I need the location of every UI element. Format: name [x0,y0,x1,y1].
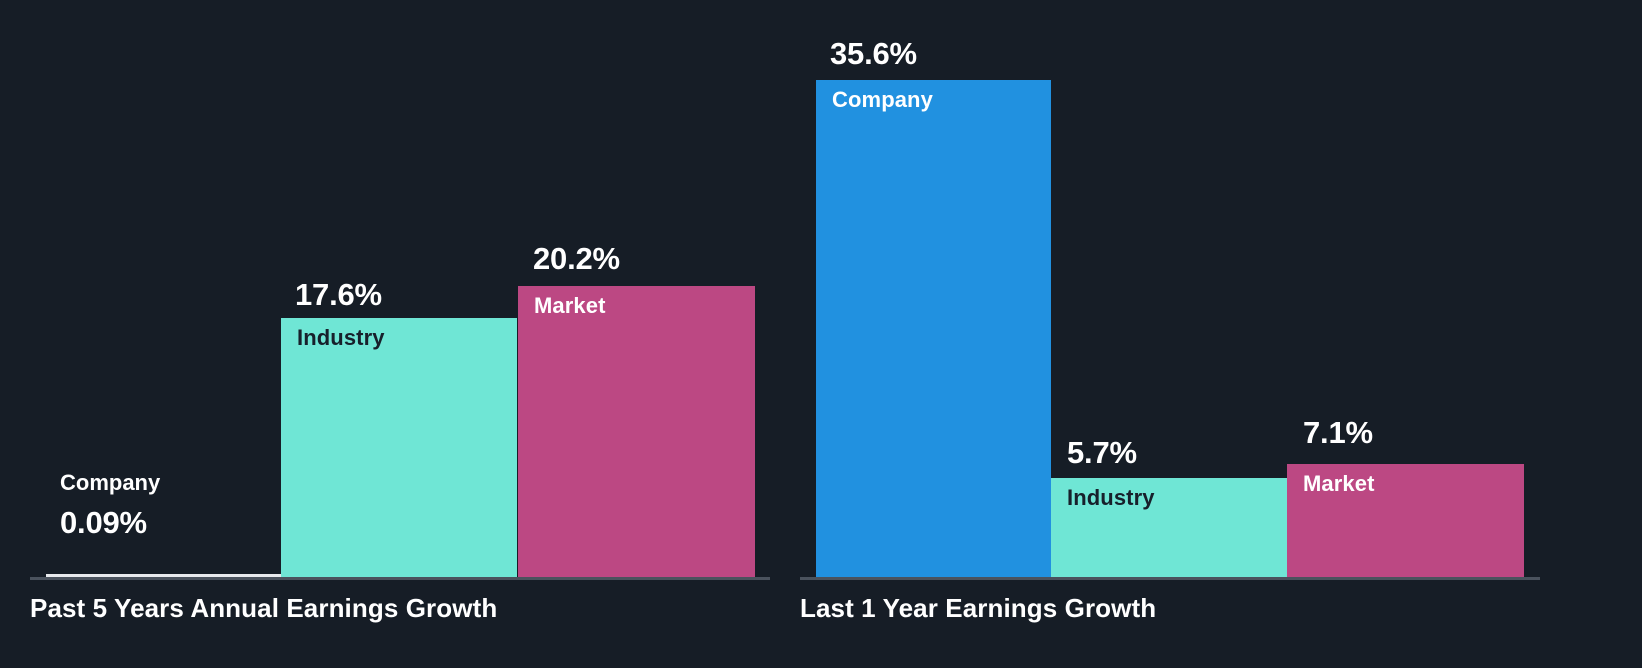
bar-group-label-industry: Industry [297,325,385,350]
chart-panel-last-1-year: 35.6% Company 5.7% Industry 7.1% Market … [790,0,1642,668]
bar-value-industry: 17.6% [295,277,382,312]
chart-panel-past-5-years: Company 0.09% 17.6% Industry 20.2% Marke… [0,0,800,668]
plot-area-past-5-years: Company 0.09% 17.6% Industry 20.2% Marke… [0,0,800,580]
bar-group-label-market: Market [534,293,606,318]
axis-baseline [30,577,770,580]
bar-industry[interactable]: Industry [1051,478,1287,577]
plot-area-last-1-year: 35.6% Company 5.7% Industry 7.1% Market [790,0,1642,580]
axis-baseline [800,577,1540,580]
bar-company[interactable]: Company [816,80,1051,577]
bar-value-company: 35.6% [830,36,917,71]
bar-market[interactable]: Market [518,286,755,577]
bar-group-label-market: Market [1303,471,1375,496]
bar-group-label-company: Company [60,470,161,495]
bar-market[interactable]: Market [1287,464,1524,577]
bar-company[interactable] [46,574,281,577]
bar-group-label-company: Company [832,87,933,112]
bar-value-market: 7.1% [1303,415,1373,450]
bar-industry[interactable]: Industry [281,318,517,577]
bar-value-company: 0.09% [60,505,147,540]
bar-value-market: 20.2% [533,241,620,276]
bar-value-industry: 5.7% [1067,435,1137,470]
chart-title-past-5-years: Past 5 Years Annual Earnings Growth [30,593,498,623]
bar-group-label-industry: Industry [1067,485,1155,510]
chart-title-last-1-year: Last 1 Year Earnings Growth [800,593,1157,623]
